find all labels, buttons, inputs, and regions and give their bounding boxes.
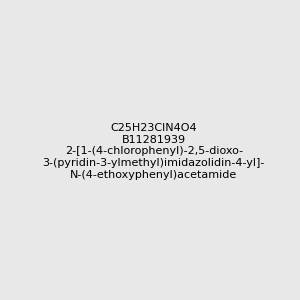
Text: C25H23ClN4O4
B11281939
2-[1-(4-chlorophenyl)-2,5-dioxo-
3-(pyridin-3-ylmethyl)im: C25H23ClN4O4 B11281939 2-[1-(4-chlorophe…	[43, 123, 265, 180]
